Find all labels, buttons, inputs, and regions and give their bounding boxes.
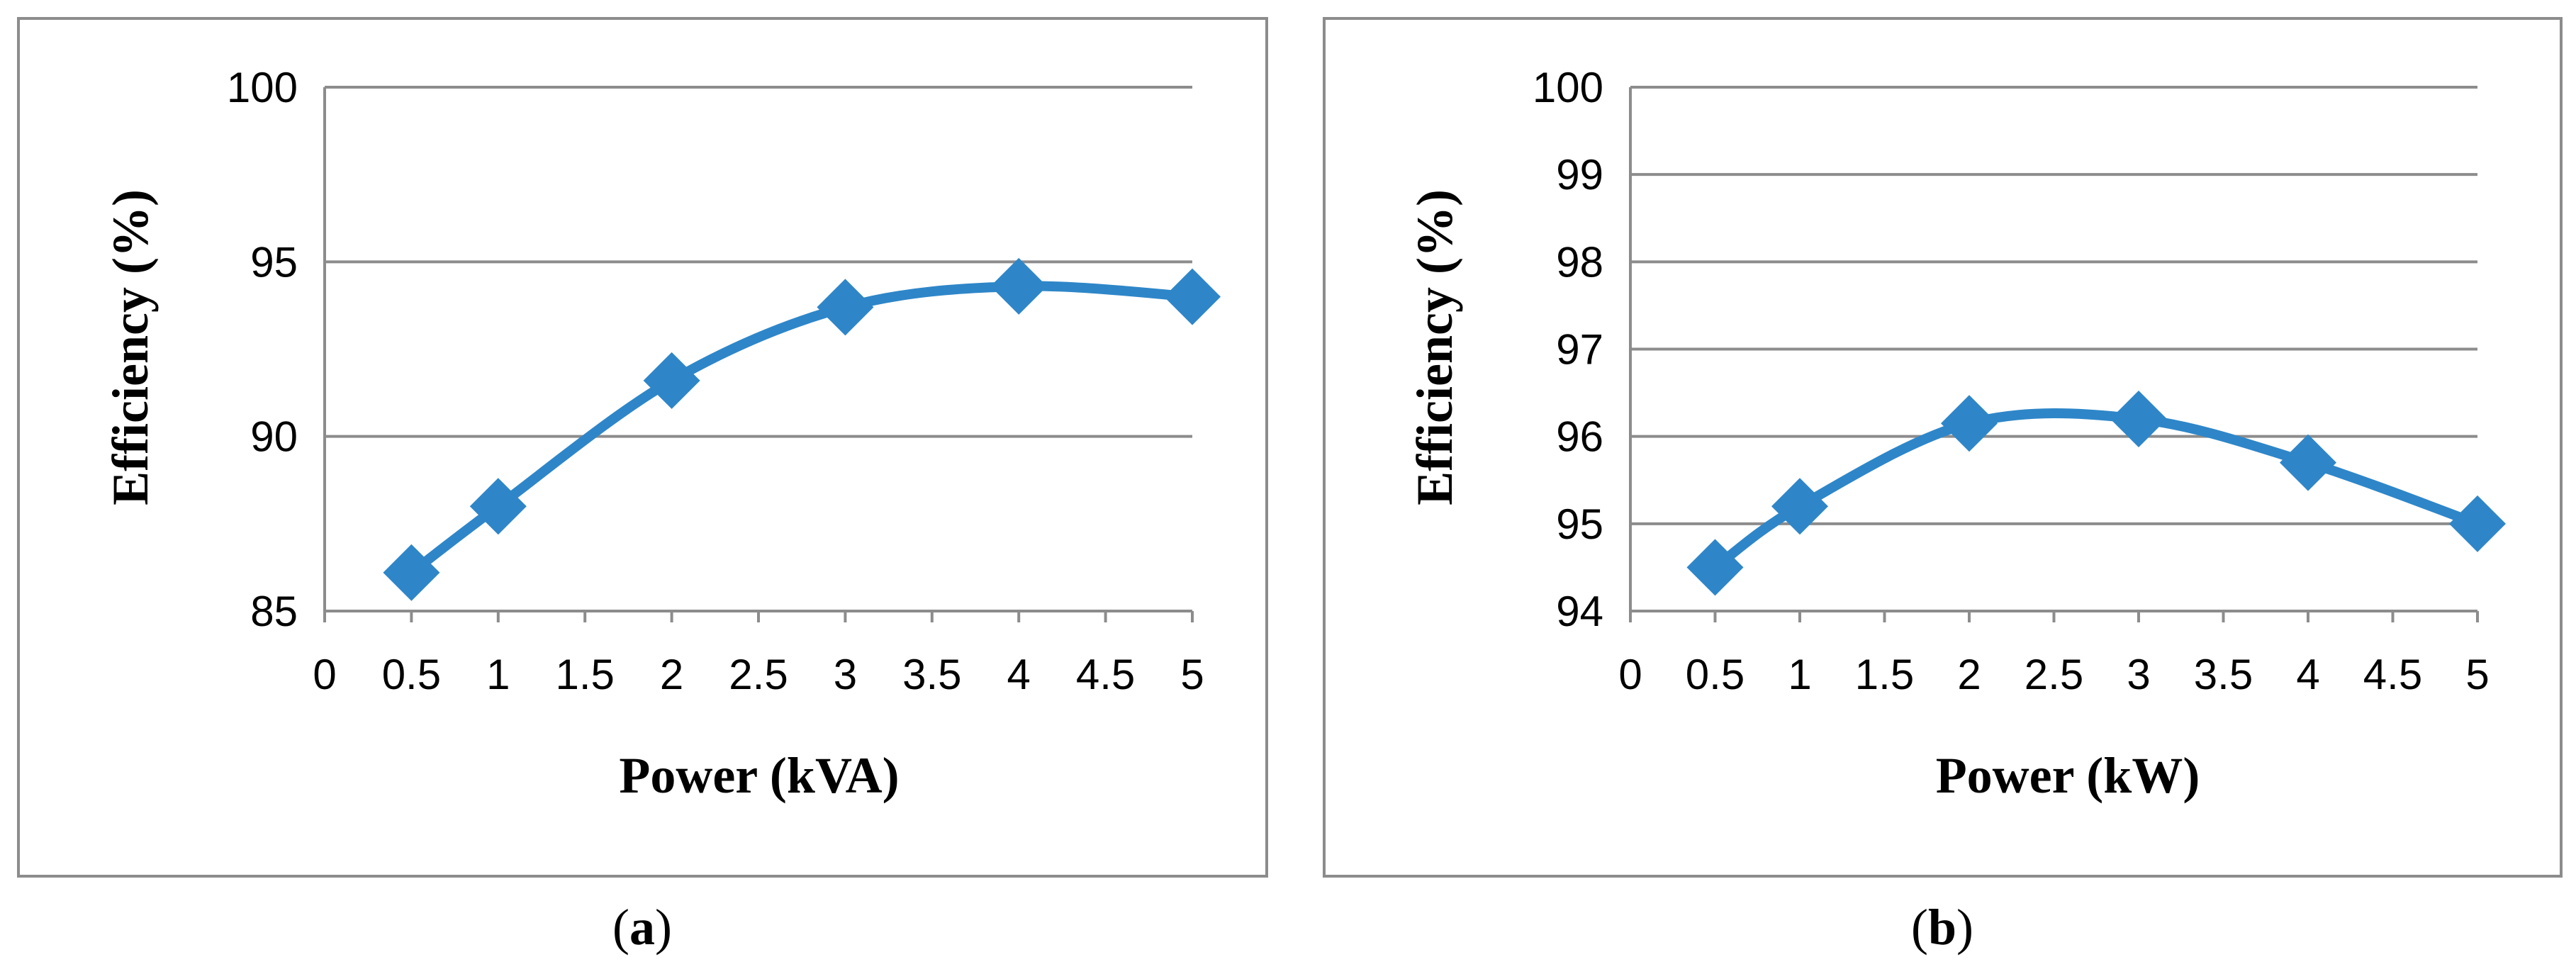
chart-b-gridlines xyxy=(1630,86,2477,525)
chart-a-data-point xyxy=(643,352,700,409)
chart-a-x-tick-label: 0 xyxy=(313,651,336,698)
chart-a-data-point xyxy=(1164,268,1221,325)
chart-b-y-axis-title: Efficiency (%) xyxy=(1406,189,1463,505)
chart-a-caption-letter: a xyxy=(629,899,655,956)
chart-b-frame xyxy=(1323,17,2563,878)
chart-a-x-tick-label: 1 xyxy=(486,651,510,698)
chart-b-y-tick-label: 94 xyxy=(1556,588,1603,635)
chart-b-x-tick-label: 2 xyxy=(1957,651,1981,698)
chart-b-x-tick-label: 3.5 xyxy=(2194,651,2253,698)
chart-a-y-axis-title: Efficiency (%) xyxy=(102,189,159,505)
chart-a-data-point xyxy=(817,279,874,336)
chart-panel-b: 94 95 96 97 98 99 100 0 0.5 1 1.5 2 2.5 3 3.5 4 4.5 5 Po… xyxy=(1323,17,2563,956)
chart-a-x-tick-labels: 0 0.5 1 1.5 2 2.5 3 3.5 4 4.5 5 xyxy=(313,651,1204,698)
chart-a-x-tick-label: 2 xyxy=(660,651,683,698)
chart-b-caption-letter: b xyxy=(1928,899,1956,956)
chart-a-caption: (a) xyxy=(612,899,672,956)
chart-b-y-tick-labels: 94 95 96 97 98 99 100 xyxy=(1533,64,1603,635)
chart-b-data-point xyxy=(2449,495,2506,552)
chart-b-data-point xyxy=(1771,478,1828,535)
chart-b-data-point xyxy=(2280,434,2336,491)
chart-b-x-tick-label: 4.5 xyxy=(2363,651,2422,698)
chart-b-axes xyxy=(1629,87,2479,622)
chart-a-x-tick-label: 5 xyxy=(1180,651,1204,698)
chart-b-x-tick-label: 5 xyxy=(2465,651,2489,698)
chart-a-x-tick-label: 4 xyxy=(1007,651,1031,698)
chart-a-data-point xyxy=(469,478,527,535)
chart-b-data-point xyxy=(1941,395,1998,452)
chart-a-x-tick-label: 2.5 xyxy=(729,651,788,698)
chart-a-x-axis-title: Power (kVA) xyxy=(619,747,899,804)
chart-b-x-axis-title: Power (kW) xyxy=(1936,747,2200,804)
chart-b-series xyxy=(1686,391,2506,596)
chart-b-y-tick-label: 99 xyxy=(1556,151,1603,198)
chart-a-data-point xyxy=(990,257,1048,315)
chart-b-y-tick-label: 100 xyxy=(1533,64,1603,111)
chart-panel-a: 85 90 95 100 0 0.5 1 1.5 2 2.5 3 3.5 4 4.5 5 Power (k… xyxy=(17,17,1268,956)
chart-a-axes xyxy=(323,87,1194,622)
chart-a-y-tick-label: 90 xyxy=(250,413,298,461)
chart-b-y-tick-label: 95 xyxy=(1556,500,1603,548)
chart-a-y-tick-labels: 85 90 95 100 xyxy=(227,64,298,635)
chart-a-y-tick-label: 95 xyxy=(250,238,298,286)
chart-b-x-tick-label: 3 xyxy=(2127,651,2150,698)
chart-b-caption: (b) xyxy=(1911,899,1973,956)
chart-b-y-tick-label: 97 xyxy=(1556,326,1603,374)
chart-a-frame xyxy=(17,17,1268,878)
chart-a-gridlines xyxy=(325,86,1192,438)
chart-a-y-tick-label: 85 xyxy=(250,588,298,635)
chart-b-x-tick-label: 2.5 xyxy=(2025,651,2083,698)
chart-a-x-tick-label: 3 xyxy=(834,651,857,698)
chart-a-y-tick-label: 100 xyxy=(227,64,298,111)
chart-a-data-point xyxy=(383,544,440,601)
chart-b-x-tick-label: 0 xyxy=(1618,651,1642,698)
chart-a-x-tick-label: 4.5 xyxy=(1076,651,1135,698)
chart-a-x-tick-label: 3.5 xyxy=(902,651,961,698)
chart-b-data-point xyxy=(1686,539,1744,596)
chart-a-series xyxy=(383,257,1221,601)
chart-b-y-tick-label: 98 xyxy=(1556,238,1603,286)
chart-b-data-point xyxy=(2110,391,2167,448)
chart-b-x-tick-labels: 0 0.5 1 1.5 2 2.5 3 3.5 4 4.5 5 xyxy=(1618,651,2489,698)
chart-b-x-tick-label: 4 xyxy=(2296,651,2319,698)
chart-b-x-tick-label: 1 xyxy=(1788,651,1811,698)
chart-a-x-tick-label: 0.5 xyxy=(382,651,441,698)
chart-b-x-tick-label: 0.5 xyxy=(1686,651,1745,698)
chart-b-x-tick-label: 1.5 xyxy=(1855,651,1914,698)
chart-b-y-tick-label: 96 xyxy=(1556,413,1603,461)
chart-a-x-tick-label: 1.5 xyxy=(555,651,614,698)
